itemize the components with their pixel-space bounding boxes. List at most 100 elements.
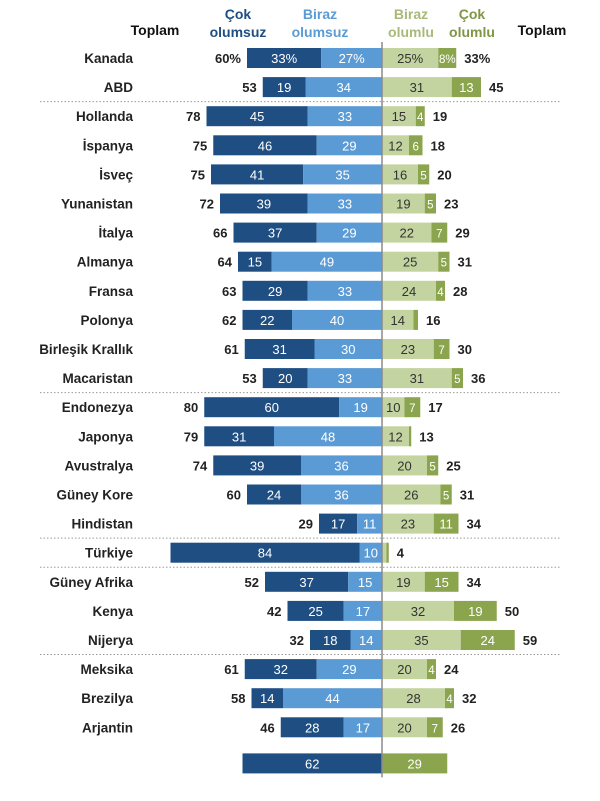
label-very-negative: 14 <box>260 691 274 706</box>
country-label: Endonezya <box>62 400 134 415</box>
label-somewhat-positive: 19 <box>396 197 410 212</box>
label-somewhat-negative: 33 <box>338 371 352 386</box>
bar-very-positive <box>438 48 457 68</box>
bar-very-positive <box>440 484 452 505</box>
chart-row: İtalya 37 29 66 22 7 29 <box>98 222 470 243</box>
label-very-negative: 28 <box>305 720 319 735</box>
bar-somewhat-positive <box>382 368 452 389</box>
label-somewhat-positive: 31 <box>410 371 424 386</box>
bar-somewhat-positive <box>382 280 436 301</box>
bar-somewhat-negative <box>271 251 382 272</box>
label-very-negative: 41 <box>250 167 264 182</box>
bar-very-negative <box>211 164 304 185</box>
label-very-negative: 29 <box>268 284 282 299</box>
bar-very-negative <box>244 339 315 359</box>
total-negative: 32 <box>290 633 304 648</box>
total-negative: 61 <box>224 342 238 357</box>
label-somewhat-negative: 17 <box>356 604 370 619</box>
bar-somewhat-positive <box>382 77 452 98</box>
bar-very-positive <box>445 688 454 709</box>
label-very-positive: 7 <box>436 229 442 241</box>
total-negative: 74 <box>193 458 208 473</box>
bar-somewhat-positive <box>382 48 439 68</box>
total-positive: 20 <box>437 167 451 182</box>
label-very-negative: 20 <box>278 371 292 386</box>
country-label: Güney Afrika <box>49 575 133 590</box>
summary-label-negative: 62 <box>305 756 319 771</box>
bar-somewhat-negative <box>307 193 382 214</box>
total-positive: 23 <box>444 197 458 212</box>
header-somewhat-negative-line1: Biraz <box>303 6 337 22</box>
bar-very-positive <box>424 571 459 592</box>
label-very-negative: 19 <box>277 80 291 95</box>
bar-somewhat-negative <box>359 542 382 563</box>
bar-very-positive <box>404 397 421 418</box>
label-very-negative: 31 <box>232 429 246 444</box>
bar-very-negative <box>170 542 360 563</box>
summary-bar-positive <box>382 753 448 774</box>
label-somewhat-negative: 33 <box>338 109 352 124</box>
country-label: Japonya <box>78 429 133 444</box>
label-somewhat-positive: 15 <box>392 109 406 124</box>
bar-somewhat-negative <box>343 717 382 738</box>
bar-very-positive <box>436 280 445 301</box>
label-somewhat-positive: 19 <box>396 575 410 590</box>
label-somewhat-positive: 35 <box>414 633 428 648</box>
label-very-negative: 33% <box>271 51 297 66</box>
chart-row: Macaristan 20 33 53 31 5 36 <box>62 368 485 389</box>
label-very-positive: 4 <box>437 287 444 299</box>
label-somewhat-positive: 22 <box>400 226 414 241</box>
total-negative: 52 <box>245 575 259 590</box>
bar-somewhat-negative <box>316 222 382 243</box>
total-positive: 34 <box>467 575 482 590</box>
bar-somewhat-negative <box>307 106 382 127</box>
bar-very-positive <box>386 542 389 563</box>
label-somewhat-positive: 25% <box>397 51 423 66</box>
header-somewhat-positive-line1: Biraz <box>394 6 428 22</box>
label-very-positive: 5 <box>429 461 435 473</box>
label-somewhat-negative: 30 <box>341 342 355 357</box>
chart-row: Brezilya 14 44 58 28 4 32 <box>81 688 476 709</box>
total-positive: 34 <box>467 517 482 532</box>
header-very-negative-line1: Çok <box>225 6 252 22</box>
label-very-negative: 37 <box>299 575 313 590</box>
total-positive: 24 <box>444 662 459 677</box>
bar-somewhat-positive <box>382 222 432 243</box>
header-somewhat-positive-line2: olumlu <box>388 24 434 40</box>
label-somewhat-negative: 33 <box>338 197 352 212</box>
total-positive: 13 <box>419 429 433 444</box>
group-separators <box>40 101 560 656</box>
label-somewhat-positive: 12 <box>388 429 402 444</box>
total-negative: 75 <box>193 138 207 153</box>
label-somewhat-positive: 26 <box>404 488 418 503</box>
bar-somewhat-negative <box>301 484 382 505</box>
chart-row: Nijerya 18 14 32 35 24 59 <box>88 630 537 650</box>
header-total-right: Toplam <box>518 22 567 38</box>
chart-row: Avustralya 39 36 74 20 5 25 <box>64 455 461 476</box>
label-very-positive: 15 <box>434 575 448 590</box>
label-somewhat-negative: 10 <box>364 546 378 561</box>
bar-somewhat-positive <box>382 251 439 272</box>
label-very-positive: 8% <box>439 54 456 66</box>
country-label: ABD <box>104 80 133 95</box>
bar-very-negative <box>213 135 317 156</box>
total-positive: 29 <box>455 226 469 241</box>
bar-somewhat-negative <box>307 368 382 389</box>
total-negative: 61 <box>224 662 238 677</box>
chart-row: Almanya 15 49 64 25 5 31 <box>77 251 472 272</box>
label-very-negative: 45 <box>250 109 264 124</box>
chart-row: Polonya 22 40 62 14 16 <box>80 309 440 330</box>
label-very-negative: 24 <box>267 488 281 503</box>
chart-row: Birleşik Krallık 31 30 61 23 7 30 <box>39 339 472 359</box>
total-positive: 25 <box>446 458 460 473</box>
total-negative: 53 <box>242 80 256 95</box>
bar-very-positive <box>424 193 436 214</box>
bar-very-positive <box>433 339 450 359</box>
bar-very-negative <box>204 397 340 418</box>
chart-row: Meksika 32 29 61 20 4 24 <box>80 659 459 680</box>
summary-label-positive: 29 <box>407 756 421 771</box>
bar-somewhat-negative <box>339 397 382 418</box>
chart-header: Toplam Çok olumsuz Biraz olumsuz Biraz o… <box>131 6 567 40</box>
label-somewhat-positive: 12 <box>388 138 402 153</box>
